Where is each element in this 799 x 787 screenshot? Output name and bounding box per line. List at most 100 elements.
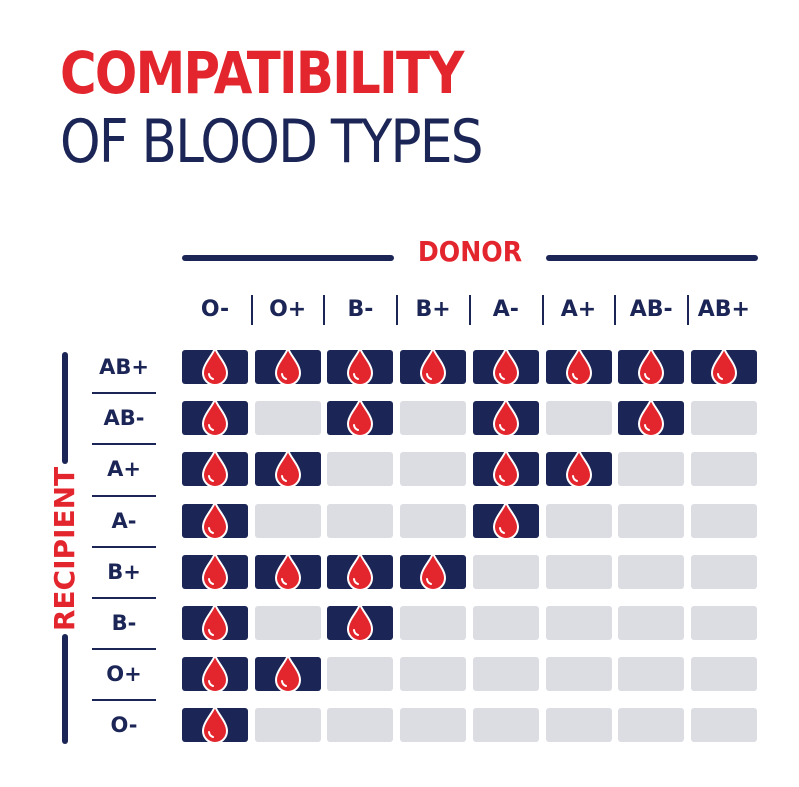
compatible-cell (254, 653, 321, 694)
donor-header: B- (347, 297, 374, 322)
donor-header-separator (468, 295, 471, 325)
blood-drop-icon (420, 346, 447, 386)
compatible-cell (182, 499, 248, 540)
compatible-cell (182, 550, 248, 591)
compatible-cell (545, 346, 612, 386)
title-line-2: OF BLOOD TYPES (60, 107, 484, 177)
blood-drop-icon (201, 346, 229, 386)
compatible-cell (327, 602, 394, 642)
compatible-cell (182, 397, 248, 438)
blood-drop-icon (638, 397, 665, 438)
recipient-header: O- (110, 713, 138, 738)
incompatible-cell (690, 708, 757, 743)
incompatible-cell (618, 452, 685, 487)
blood-drop-icon (492, 346, 519, 386)
recipient-header: B- (111, 611, 137, 635)
blood-drop-icon (492, 499, 519, 540)
incompatible-cell (400, 708, 467, 743)
donor-header: O+ (269, 297, 307, 322)
recipient-header: AB+ (99, 355, 149, 379)
donor-header: A- (492, 297, 519, 322)
recipient-rule-bottom (62, 634, 68, 744)
incompatible-cell (327, 657, 394, 692)
blood-drop-icon (201, 448, 229, 489)
donor-header-separator (323, 295, 326, 325)
incompatible-cell (327, 452, 394, 487)
compatible-cell (472, 397, 539, 438)
recipient-header: O+ (106, 662, 142, 687)
donor-rule-right (546, 255, 758, 261)
blood-drop-icon (565, 448, 592, 489)
donor-header-separator (250, 295, 253, 325)
compatible-cell (545, 448, 612, 489)
blood-drop-icon (274, 550, 301, 591)
recipient-header: B+ (107, 559, 141, 584)
incompatible-cell (545, 606, 612, 640)
incompatible-cell (327, 708, 394, 743)
recipient-rule-top (62, 352, 68, 464)
blood-drop-icon (201, 602, 229, 642)
recipient-header-separator (92, 392, 156, 395)
incompatible-cell (690, 606, 757, 640)
donor-rule-left (182, 255, 394, 261)
donor-header: A+ (560, 297, 597, 322)
donor-header-separator (541, 295, 544, 325)
incompatible-cell (545, 503, 612, 538)
incompatible-cell (400, 452, 467, 487)
compatible-cell (254, 346, 321, 386)
incompatible-cell (472, 657, 539, 692)
recipient-header: AB- (103, 406, 145, 431)
donor-header: AB+ (697, 297, 750, 322)
recipient-header-separator (92, 494, 156, 497)
recipient-header-separator (92, 597, 156, 599)
compatible-cell (400, 346, 467, 386)
incompatible-cell (618, 554, 685, 589)
compatible-cell (182, 448, 248, 489)
blood-drop-icon (492, 448, 519, 489)
compatible-cell (254, 550, 321, 591)
incompatible-cell (472, 708, 539, 743)
incompatible-cell (400, 606, 467, 640)
incompatible-cell (690, 452, 757, 487)
compatible-cell (182, 704, 248, 745)
donor-header: O- (200, 297, 230, 322)
recipient-header: A- (111, 508, 137, 533)
title-line-1: COMPATIBILITY (60, 39, 464, 107)
incompatible-cell (254, 503, 321, 538)
blood-drop-icon (347, 397, 374, 438)
incompatible-cell (254, 708, 321, 743)
compatible-cell (472, 448, 539, 489)
incompatible-cell (254, 401, 321, 436)
compatible-cell (472, 346, 539, 386)
blood-drop-icon (274, 653, 301, 694)
incompatible-cell (690, 503, 757, 538)
donor-header-separator (614, 295, 617, 325)
blood-drop-icon (420, 550, 447, 591)
incompatible-cell (327, 503, 394, 538)
compatible-cell (327, 346, 394, 386)
compatible-cell (618, 397, 685, 438)
blood-drop-icon (201, 550, 229, 591)
recipient-header-separator (92, 648, 156, 651)
incompatible-cell (254, 606, 321, 640)
incompatible-cell (545, 708, 612, 743)
compatible-cell (618, 346, 685, 386)
blood-drop-icon (274, 448, 301, 489)
compatible-cell (182, 653, 248, 694)
donor-header-separator (396, 295, 399, 325)
compatible-cell (327, 397, 394, 438)
incompatible-cell (545, 401, 612, 436)
recipient-axis-label: RECIPIENT (48, 466, 81, 632)
blood-drop-icon (565, 346, 592, 386)
incompatible-cell (618, 606, 685, 640)
incompatible-cell (400, 401, 467, 436)
recipient-header-separator (92, 699, 156, 702)
incompatible-cell (545, 554, 612, 589)
incompatible-cell (545, 657, 612, 692)
donor-axis-label: DONOR (417, 235, 523, 268)
incompatible-cell (618, 708, 685, 743)
blood-drop-icon (347, 346, 374, 386)
incompatible-cell (618, 657, 685, 692)
donor-header: B+ (415, 297, 451, 322)
blood-drop-icon (201, 397, 229, 438)
